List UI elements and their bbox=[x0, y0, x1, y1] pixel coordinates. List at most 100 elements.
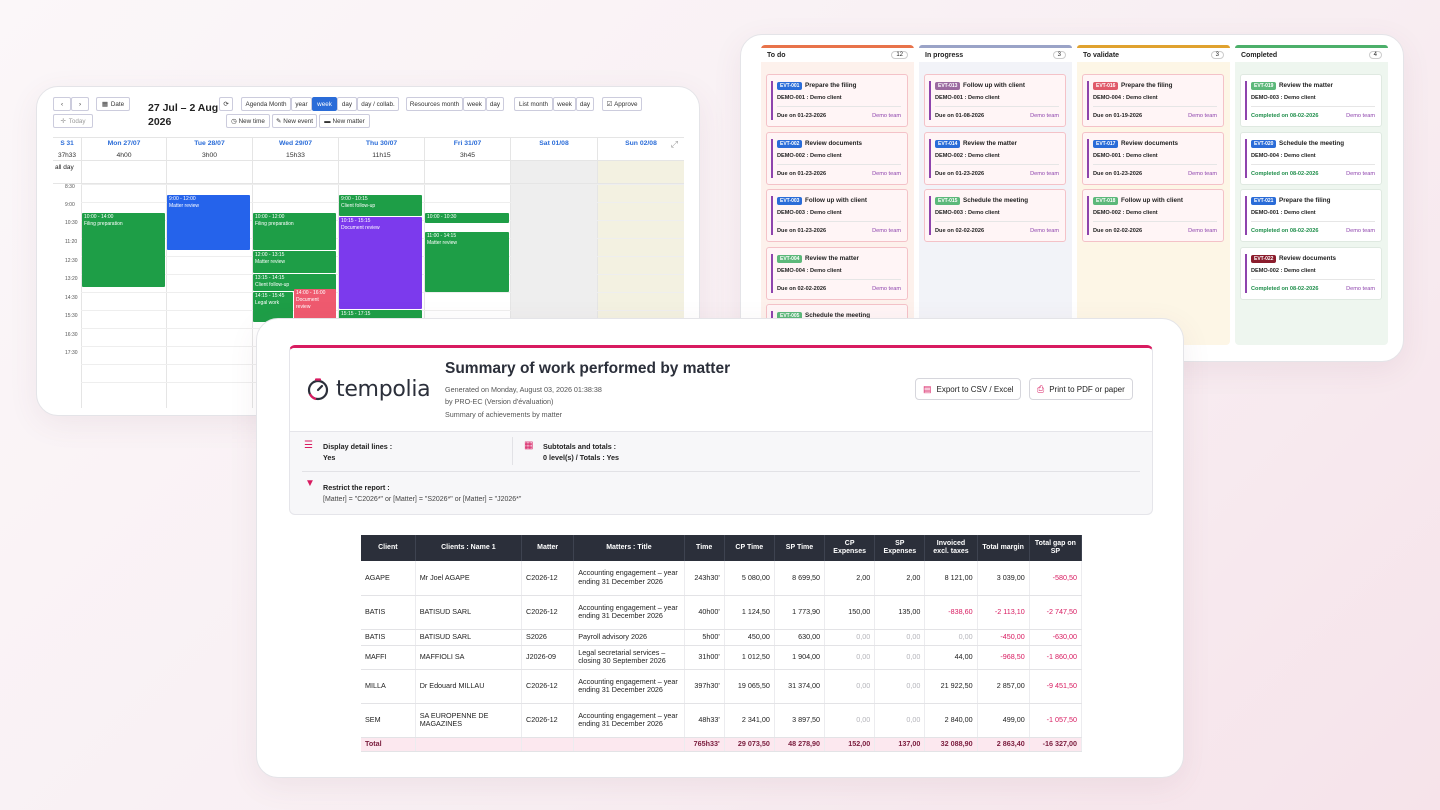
calendar-event[interactable]: 10:00 - 12:00 Filing preparation bbox=[253, 213, 336, 250]
calculator-icon: ▦ bbox=[524, 440, 534, 451]
column-header[interactable]: Matters : Title bbox=[573, 535, 685, 561]
task-card[interactable]: EVT-013 Follow up with client DEMO-001 : D… bbox=[924, 74, 1066, 127]
calendar-event[interactable]: 13:15 - 14:15 Client follow-up bbox=[253, 274, 336, 291]
calendar-event[interactable]: 9:00 - 12:00 Matter review bbox=[167, 195, 250, 250]
refresh-button[interactable]: ⟳ bbox=[219, 97, 233, 111]
task-team-link[interactable]: Demo team bbox=[872, 170, 901, 177]
task-team-link[interactable]: Demo team bbox=[1188, 113, 1217, 119]
table-row[interactable]: AGAPE Mr Joel AGAPE C2026-12 Accounting eng… bbox=[361, 561, 1083, 596]
new-event-button[interactable]: ✎ New event bbox=[272, 114, 317, 128]
day-column-sat[interactable]: Sat 01/08 bbox=[510, 138, 597, 160]
task-card[interactable]: EVT-018 Follow up with client DEMO-002 : D… bbox=[1082, 189, 1224, 242]
column-header[interactable]: Total margin bbox=[977, 535, 1030, 561]
export-csv-button[interactable]: ▤ Export to CSV / Excel bbox=[915, 378, 1022, 400]
column-header[interactable]: CP Time bbox=[724, 535, 775, 561]
day-column-mon[interactable]: Mon 27/07 4h00 bbox=[81, 138, 166, 408]
task-team-link[interactable]: Demo team bbox=[1188, 170, 1217, 177]
task-team-link[interactable]: Demo team bbox=[1030, 228, 1059, 234]
task-client: DEMO-001 : Demo client bbox=[1251, 210, 1316, 216]
day-column-sun[interactable]: Sun 02/08 ⤢ bbox=[597, 138, 684, 160]
column-header[interactable]: SP Expenses bbox=[874, 535, 926, 561]
list-day[interactable]: day bbox=[576, 97, 594, 111]
table-cell: 243h30' bbox=[684, 561, 725, 596]
column-header[interactable]: Clients : Name 1 bbox=[415, 535, 523, 561]
task-team-link[interactable]: Demo team bbox=[1346, 113, 1375, 119]
column-header[interactable]: Time bbox=[684, 535, 725, 561]
view-day-collab[interactable]: day / collab. bbox=[357, 97, 399, 111]
table-cell: Payroll advisory 2026 bbox=[573, 629, 685, 646]
calendar-event[interactable]: 14:15 - 15:45 Legal work bbox=[253, 292, 293, 322]
file-export-icon: ▤ bbox=[923, 383, 932, 394]
resources-day[interactable]: day bbox=[486, 97, 504, 111]
date-button[interactable]: ▦ Date bbox=[96, 97, 130, 111]
task-team-link[interactable]: Demo team bbox=[872, 228, 901, 234]
task-card[interactable]: EVT-014 Review the matter DEMO-002 : Demo … bbox=[924, 131, 1066, 185]
table-cell: 0,00 bbox=[824, 629, 876, 646]
table-row[interactable]: BATIS BATISUD SARL S2026 Payroll advisory 2… bbox=[361, 629, 1083, 646]
task-title: Prepare the filing bbox=[1279, 197, 1331, 204]
task-card[interactable]: EVT-015 Schedule the meeting DEMO-003 : De… bbox=[924, 189, 1066, 242]
calendar-event[interactable]: 12:00 - 13:15 Matter review bbox=[253, 251, 336, 273]
task-card[interactable]: EVT-020 Schedule the meeting DEMO-004 : De… bbox=[1240, 131, 1382, 185]
table-cell: 0,00 bbox=[874, 669, 926, 704]
task-team-link[interactable]: Demo team bbox=[1188, 228, 1217, 234]
day-column-thu[interactable]: Thu 30/07 11h15 bbox=[338, 138, 424, 408]
calendar-event[interactable]: 11:00 - 14:15 Matter review bbox=[425, 232, 509, 292]
column-header[interactable]: CP Expenses bbox=[824, 535, 876, 561]
day-column-fri[interactable]: Fri 31/07 3h45 bbox=[424, 138, 510, 408]
list-month[interactable]: List month bbox=[514, 97, 553, 111]
task-team-link[interactable]: Demo team bbox=[1346, 285, 1375, 292]
task-card[interactable]: EVT-002 Review documents DEMO-002 : Demo c… bbox=[766, 131, 908, 185]
task-card[interactable]: EVT-003 Follow up with client DEMO-003 : D… bbox=[766, 189, 908, 242]
day-column-tue[interactable]: Tue 28/07 3h00 bbox=[166, 138, 252, 408]
list-week[interactable]: week bbox=[553, 97, 576, 111]
task-team-link[interactable]: Demo team bbox=[872, 285, 901, 292]
task-team-link[interactable]: Demo team bbox=[872, 113, 901, 119]
task-card[interactable]: EVT-004 Review the matter DEMO-004 : Demo … bbox=[766, 246, 908, 300]
event-time: 11:00 - 14:15 bbox=[427, 233, 457, 239]
resources-month[interactable]: Resources month bbox=[406, 97, 463, 111]
task-card[interactable]: EVT-022 Review documents DEMO-002 : Demo c… bbox=[1240, 246, 1382, 300]
event-time: 13:15 - 14:15 bbox=[255, 275, 285, 281]
approve-button[interactable]: ☑ Approve bbox=[602, 97, 642, 111]
task-title: Review documents bbox=[805, 139, 863, 147]
task-card[interactable]: EVT-016 Prepare the filing DEMO-004 : Demo… bbox=[1082, 74, 1224, 127]
task-card[interactable]: EVT-021 Prepare the filing DEMO-001 : Demo… bbox=[1240, 189, 1382, 242]
calendar-event[interactable]: 10:00 - 14:00 Filing preparation bbox=[82, 213, 165, 287]
calendar-event[interactable]: 10:15 - 15:15 Document review bbox=[339, 217, 422, 309]
task-team-link[interactable]: Demo team bbox=[1030, 113, 1059, 119]
view-year[interactable]: year bbox=[291, 97, 312, 111]
task-team-link[interactable]: Demo team bbox=[1346, 170, 1375, 177]
card-accent-bar bbox=[1245, 81, 1247, 120]
calendar-event[interactable]: 14:00 - 16:00 Document review bbox=[294, 289, 336, 322]
table-row[interactable]: SEM SA EUROPENNE DE MAGAZINES C2026-12 Acco… bbox=[361, 703, 1083, 738]
task-team-link[interactable]: Demo team bbox=[1030, 170, 1059, 177]
next-button[interactable]: › bbox=[71, 97, 89, 111]
view-week[interactable]: week bbox=[312, 97, 337, 111]
table-row[interactable]: MILLA Dr Edouard MILLAU C2026-12 Accounting… bbox=[361, 669, 1083, 704]
table-row[interactable]: BATIS BATISUD SARL C2026-12 Accounting enga… bbox=[361, 595, 1083, 630]
view-day[interactable]: day bbox=[337, 97, 357, 111]
calendar-event[interactable]: 9:00 - 10:15 Client follow-up bbox=[339, 195, 422, 216]
task-card[interactable]: EVT-019 Review the matter DEMO-003 : Demo … bbox=[1240, 74, 1382, 127]
calendar-event[interactable]: 10:00 - 10:30 bbox=[425, 213, 509, 223]
day-column-wed[interactable]: Wed 29/07 15h33 bbox=[252, 138, 338, 408]
new-time-button[interactable]: ◷ New time bbox=[226, 114, 270, 128]
resources-week[interactable]: week bbox=[463, 97, 486, 111]
task-team-link[interactable]: Demo team bbox=[1346, 228, 1375, 234]
new-matter-button[interactable]: ▬ New matter bbox=[319, 114, 370, 128]
column-header[interactable]: Matter bbox=[521, 535, 575, 561]
table-row[interactable]: MAFFI MAFFIOLI SA J2026-09 Legal secretaria… bbox=[361, 645, 1083, 670]
print-pdf-button[interactable]: ⎙ Print to PDF or paper bbox=[1029, 378, 1133, 400]
column-header[interactable]: Client bbox=[361, 535, 416, 561]
task-card[interactable]: EVT-001 Prepare the filing DEMO-001 : Demo… bbox=[766, 74, 908, 127]
expand-icon[interactable]: ⤢ bbox=[670, 139, 678, 149]
task-card[interactable]: EVT-017 Review documents DEMO-001 : Demo c… bbox=[1082, 131, 1224, 185]
today-button[interactable]: ✛ Today bbox=[53, 114, 93, 128]
column-header[interactable]: Invoiced excl. taxes bbox=[924, 535, 978, 561]
table-cell: -2 747,50 bbox=[1029, 595, 1083, 630]
view-agenda-month[interactable]: Agenda Month bbox=[241, 97, 291, 111]
column-header[interactable]: Total gap on SP bbox=[1029, 535, 1083, 561]
prev-button[interactable]: ‹ bbox=[53, 97, 71, 111]
column-header[interactable]: SP Time bbox=[774, 535, 826, 561]
